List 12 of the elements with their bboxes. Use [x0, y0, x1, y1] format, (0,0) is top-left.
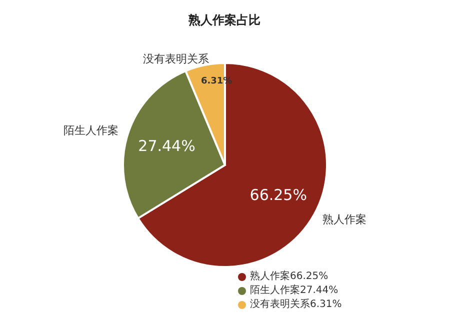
legend-label: 没有表明关系 — [250, 298, 310, 312]
slice-label: 陌生人作案 — [63, 124, 118, 138]
data-label: 27.44% — [138, 137, 196, 156]
slice-label: 熟人作案 — [322, 213, 367, 226]
legend-label: 陌生人作案 — [250, 284, 300, 298]
slice-label: 没有表明关系 — [142, 52, 209, 66]
text: 6.31% — [310, 299, 342, 310]
data-label: 66.25% — [250, 186, 307, 204]
text: 66.25% — [290, 271, 328, 282]
chart-title: 熟人作案占比 — [188, 12, 262, 29]
legend-label: 熟人作案 — [250, 270, 290, 284]
text: 27.44% — [300, 285, 338, 296]
